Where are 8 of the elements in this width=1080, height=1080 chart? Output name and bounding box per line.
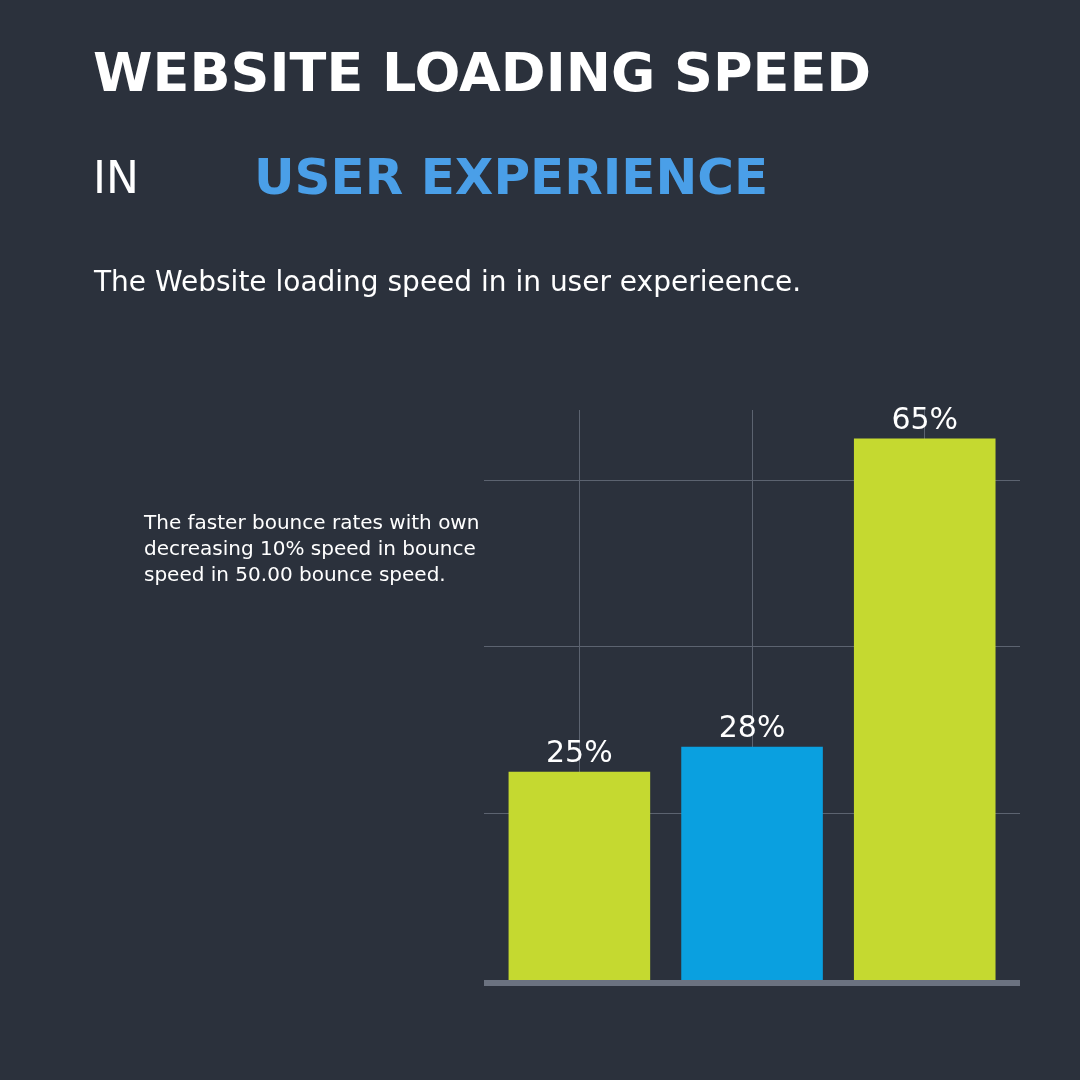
text: The faster bounce rates with own decreasing 10% speed in bounce speed in 50.00 bounce speed. xyxy=(143,510,480,586)
chart-subtitle: The Website loading speed in in user experieence. xyxy=(93,265,802,298)
data-label: 28% xyxy=(718,708,786,744)
text: USER EXPERIENCE xyxy=(254,148,769,206)
data-label: 25% xyxy=(546,733,613,769)
text: IN xyxy=(93,152,139,203)
data-label: 65% xyxy=(891,400,959,436)
chart-title: WEBSITE LOADING SPEED xyxy=(93,41,872,104)
